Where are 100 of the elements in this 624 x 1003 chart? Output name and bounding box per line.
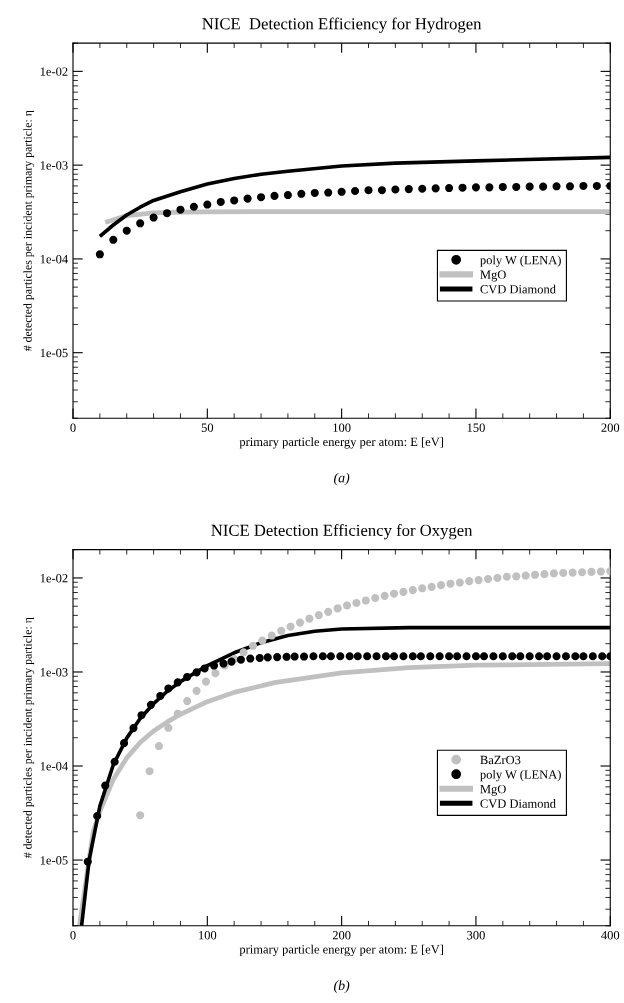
point [540,570,549,579]
point [93,811,102,821]
point [109,235,118,244]
point [305,614,314,623]
point [146,700,155,709]
point [164,684,173,693]
point [521,571,530,580]
point [270,191,279,200]
point [361,596,370,605]
point [192,686,201,695]
legend-label: CVD Diamond [480,799,556,808]
x-axis-title: primary particle energy per atom: E [eV] [239,437,443,449]
legend-label: MgO [480,784,506,796]
point [389,589,399,598]
point [561,652,570,661]
point [571,652,580,661]
y-tick-label: 1e-03 [40,668,68,677]
x-tick-label: 200 [332,930,351,940]
point [493,573,502,582]
point [282,652,291,661]
point [539,182,548,191]
legend-label: poly W (LENA) [480,769,561,782]
point [122,226,131,235]
point [137,711,146,720]
point [552,182,561,191]
point [418,184,427,193]
point [435,652,444,661]
point [189,202,198,211]
point [200,664,209,673]
point [286,622,295,631]
point [389,652,399,661]
point [351,186,360,196]
point [525,182,534,191]
chart-title: NICE Detection Efficiency for Oxygen [211,524,473,540]
point [101,781,110,790]
point [324,188,333,197]
point [474,576,483,585]
point [257,193,266,202]
point [408,586,417,595]
point [579,652,588,661]
x-tick-label: 0 [70,423,76,432]
point [598,652,607,661]
point [399,587,408,596]
y-tick-label: 1e-05 [40,348,68,358]
point [95,250,104,259]
point [136,811,145,820]
point [324,607,333,616]
point [255,653,264,662]
point [83,857,92,866]
point [445,652,454,661]
point [445,183,454,193]
point [498,652,507,661]
point [596,567,605,576]
point [273,653,282,662]
point [399,652,408,661]
point [431,184,440,193]
point [243,194,252,203]
text: (b) [334,980,350,993]
point [479,652,489,661]
point [559,568,568,578]
point [458,183,467,192]
legend-label: BaZrO3 [480,755,521,765]
point [156,691,165,700]
point [183,672,192,682]
y-tick-label: 1e-02 [40,573,68,583]
point [381,652,391,661]
point [578,568,587,577]
point [408,652,417,661]
point [508,652,517,661]
x-tick-label: 100 [199,930,217,940]
point [120,739,129,748]
point [465,577,474,586]
y-axis-title: # detected particles per incident primary particle: η [23,617,35,859]
x-tick-label: 300 [467,930,485,940]
point [239,648,248,657]
point [531,570,540,579]
point [154,742,164,751]
point [295,618,305,627]
point [258,636,267,645]
point [416,652,425,661]
point [512,182,521,192]
point [290,652,299,661]
point [502,572,511,581]
point [336,652,345,661]
point [353,652,362,661]
point [471,183,480,192]
point [248,641,258,650]
point [176,205,185,214]
point [588,652,597,661]
point [309,652,318,661]
text: (a) [334,472,350,486]
point [418,584,427,593]
point [364,186,373,195]
point [525,652,534,661]
point [164,723,173,732]
point [484,574,493,584]
point [145,767,154,776]
point [565,182,575,191]
point [543,652,552,661]
point [552,652,561,661]
